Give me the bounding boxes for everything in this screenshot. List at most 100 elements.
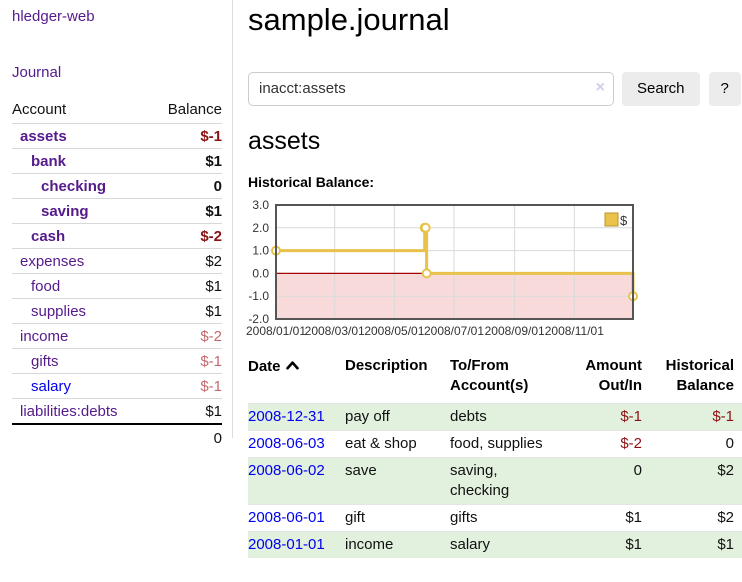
account-row: salary $-1 [12, 373, 222, 399]
account-row: checking 0 [12, 173, 222, 199]
chart-title: Historical Balance: [248, 173, 375, 190]
sidebar-account-link[interactable]: supplies [31, 303, 87, 320]
transaction-date-link[interactable]: 2008-06-01 [248, 508, 325, 526]
account-balance: $-1 [200, 378, 222, 395]
transaction-accounts: gifts [450, 508, 478, 526]
account-balance: $1 [205, 303, 222, 320]
sidebar-account-link[interactable]: gifts [31, 353, 59, 370]
account-balance: $-2 [200, 228, 222, 245]
account-balance: $1 [205, 403, 222, 420]
transaction-balance: $2 [717, 461, 734, 479]
transaction-accounts: debts [450, 407, 487, 425]
accounts-total-row: 0 [12, 424, 222, 450]
svg-text:-1.0: -1.0 [248, 289, 269, 303]
svg-text:$: $ [620, 213, 628, 228]
transaction-description: income [345, 535, 394, 553]
transaction-accounts: food, supplies [450, 434, 543, 452]
account-balance: $2 [205, 253, 222, 270]
transaction-description: save [345, 461, 377, 479]
nav-journal-link[interactable]: Journal [12, 64, 62, 81]
accounts-col-account: Account [12, 101, 67, 118]
account-row: liabilities:debts $1 [12, 398, 222, 425]
transaction-accounts: salary [450, 535, 491, 553]
account-row: supplies $1 [12, 298, 222, 324]
sidebar-account-link[interactable]: cash [31, 228, 66, 245]
transaction-amount: 0 [633, 461, 642, 479]
accounts-total-value: 0 [213, 430, 222, 447]
transaction-date-link[interactable]: 2008-06-03 [248, 434, 325, 452]
register-col-date[interactable]: Date [248, 356, 345, 404]
account-row: gifts $-1 [12, 348, 222, 374]
account-row: income $-2 [12, 323, 222, 349]
transaction-amount: $1 [625, 508, 642, 526]
search-input[interactable] [248, 71, 614, 106]
register-col-amount: Amount Out/In [585, 356, 642, 394]
svg-text:3.0: 3.0 [252, 198, 269, 212]
account-heading: assets [248, 126, 321, 155]
main-content: sample.journal × Search ? assets Histori… [233, 0, 742, 558]
account-balance: $-2 [200, 328, 222, 345]
sidebar-account-link[interactable]: food [31, 278, 61, 295]
account-balance: $1 [205, 203, 222, 220]
page-title: sample.journal [248, 2, 450, 37]
sidebar-account-link[interactable]: saving [41, 203, 89, 220]
register-row: 2008-06-01 gift gifts $1 $2 [248, 504, 742, 531]
transaction-amount: $1 [625, 535, 642, 553]
account-row: saving $1 [12, 198, 222, 224]
sidebar-account-link[interactable]: expenses [20, 253, 85, 270]
search-form: × Search ? [248, 71, 742, 106]
sidebar-account-link[interactable]: checking [41, 178, 107, 195]
svg-text:2008/03/01: 2008/03/01 [305, 324, 365, 338]
sidebar-account-link[interactable]: salary [31, 378, 72, 395]
account-row: cash $-2 [12, 223, 222, 249]
register-col-accounts: To/From Account(s) [450, 356, 529, 394]
transaction-amount: $-2 [620, 434, 642, 452]
register-col-description: Description [345, 356, 428, 374]
transaction-description: pay off [345, 407, 390, 425]
transaction-description: gift [345, 508, 366, 526]
transaction-balance: $1 [717, 535, 734, 553]
transaction-date-link[interactable]: 2008-01-01 [248, 535, 325, 553]
account-row: expenses $2 [12, 248, 222, 274]
transaction-balance: $2 [717, 508, 734, 526]
account-balance: $1 [205, 278, 222, 295]
sort-asc-icon [285, 356, 299, 376]
svg-text:2008/07/01: 2008/07/01 [424, 324, 484, 338]
account-row: bank $1 [12, 148, 222, 174]
register-col-balance: Historical Balance [665, 356, 734, 394]
transaction-description: eat & shop [345, 434, 417, 452]
account-balance: $1 [205, 153, 222, 170]
sidebar-account-link[interactable]: bank [31, 153, 67, 170]
register-table: Date Description To/From Account(s) Amou… [248, 356, 742, 558]
svg-text:0.0: 0.0 [252, 266, 269, 280]
clear-search-icon[interactable]: × [595, 78, 605, 96]
account-balance: 0 [213, 178, 222, 195]
account-row: assets $-1 [12, 123, 222, 149]
app-root: hledger-web Journal Account Balance asse… [0, 0, 742, 558]
balance-chart-svg: $3.0 2.0 1.0 0.0 -1.0 -2.02008/01/012008/03/0… [246, 198, 638, 338]
sidebar: hledger-web Journal Account Balance asse… [0, 0, 233, 447]
svg-text:1.0: 1.0 [252, 243, 269, 257]
register-header-row: Date Description To/From Account(s) Amou… [248, 356, 742, 404]
brand-link[interactable]: hledger-web [12, 8, 95, 25]
register-row: 2008-01-01 income salary $1 $1 [248, 531, 742, 558]
transaction-amount: $-1 [620, 407, 642, 425]
accounts-table: Account Balance assets $-1 bank $1 checking 0… [12, 98, 222, 450]
sidebar-account-link[interactable]: assets [20, 128, 67, 145]
transaction-balance: $-1 [712, 407, 734, 425]
accounts-header-row: Account Balance [12, 98, 222, 124]
search-button[interactable]: Search [622, 71, 700, 106]
transaction-date-link[interactable]: 2008-12-31 [248, 407, 325, 425]
transaction-date-link[interactable]: 2008-06-02 [248, 461, 325, 479]
svg-text:2008/01/01: 2008/01/01 [246, 324, 306, 338]
account-balance: $-1 [200, 128, 222, 145]
account-row: food $1 [12, 273, 222, 299]
accounts-col-balance: Balance [167, 101, 222, 118]
transaction-balance: 0 [725, 434, 734, 452]
sidebar-account-link[interactable]: income [20, 328, 69, 345]
account-balance: $-1 [200, 353, 222, 370]
sidebar-account-link[interactable]: liabilities:debts [20, 403, 118, 420]
help-button[interactable]: ? [708, 71, 741, 106]
transaction-accounts: saving, checking [450, 461, 510, 499]
balance-chart[interactable]: $3.0 2.0 1.0 0.0 -1.0 -2.0 2008/01/01 2008/03/0… [245, 198, 742, 339]
